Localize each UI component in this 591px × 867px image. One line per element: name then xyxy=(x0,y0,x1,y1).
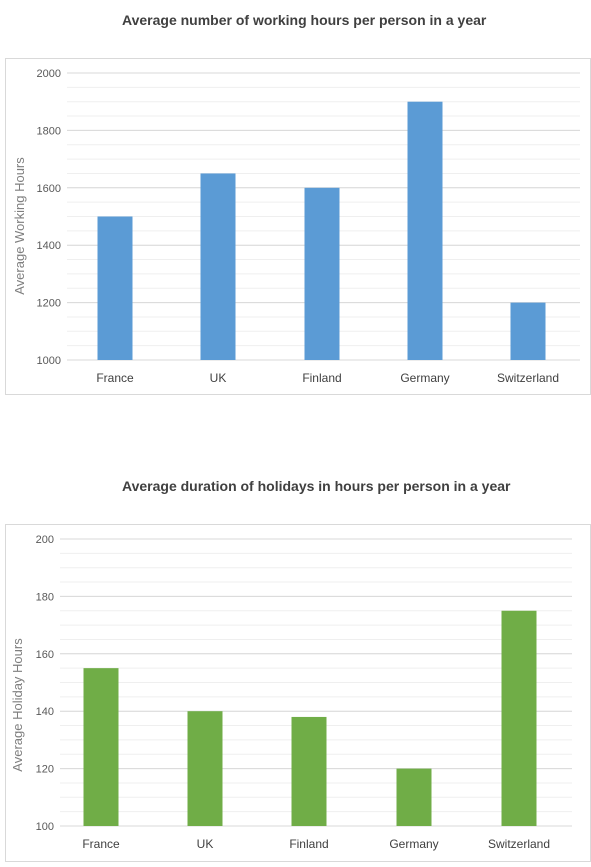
bar-switzerland xyxy=(501,610,537,826)
x-tick-label: France xyxy=(82,837,120,851)
x-tick-label: France xyxy=(96,371,134,385)
chart-1-title: Average number of working hours per pers… xyxy=(122,12,487,28)
bar-switzerland xyxy=(510,302,546,360)
bar-finland xyxy=(304,187,340,360)
chart-2-title: Average duration of holidays in hours pe… xyxy=(122,478,511,494)
y-tick-label: 140 xyxy=(36,706,54,718)
x-tick-label: UK xyxy=(210,371,227,385)
y-tick-label: 2000 xyxy=(37,68,61,80)
x-tick-label: Germany xyxy=(400,371,449,385)
bar-uk xyxy=(187,711,223,826)
bar-france xyxy=(83,668,119,826)
y-tick-label: 1000 xyxy=(37,355,61,367)
chart-2-y-axis-label: Average Holiday Hours xyxy=(10,638,25,772)
chart-1-y-axis-label: Average Working Hours xyxy=(12,157,27,295)
bar-germany xyxy=(407,101,443,360)
y-tick-label: 1200 xyxy=(37,298,61,310)
y-tick-label: 180 xyxy=(36,591,54,603)
bar-finland xyxy=(291,716,327,826)
y-tick-label: 1400 xyxy=(37,240,61,252)
x-tick-label: Switzerland xyxy=(488,837,550,851)
y-tick-label: 1600 xyxy=(37,183,61,195)
x-tick-label: Finland xyxy=(302,371,341,385)
y-tick-label: 200 xyxy=(36,534,54,546)
x-tick-label: Switzerland xyxy=(497,371,559,385)
x-tick-label: Germany xyxy=(389,837,438,851)
bar-france xyxy=(97,216,133,360)
x-tick-label: Finland xyxy=(289,837,328,851)
x-tick-label: UK xyxy=(197,837,214,851)
bar-uk xyxy=(200,173,236,360)
y-tick-label: 160 xyxy=(36,649,54,661)
bar-germany xyxy=(396,768,432,826)
y-tick-label: 100 xyxy=(36,821,54,833)
y-tick-label: 120 xyxy=(36,764,54,776)
y-tick-label: 1800 xyxy=(37,125,61,137)
